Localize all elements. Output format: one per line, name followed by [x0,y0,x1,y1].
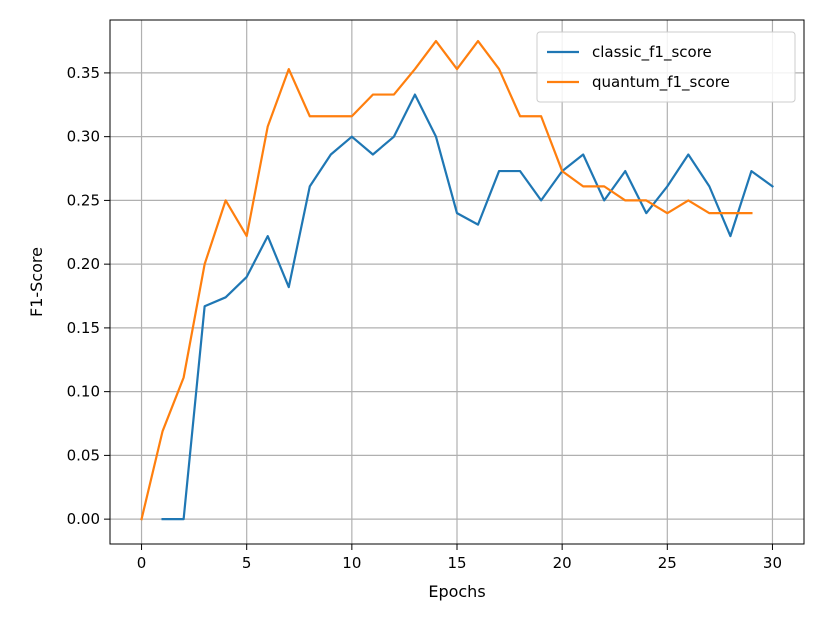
grid [110,20,804,544]
x-tick-label: 0 [137,554,147,572]
series-layer [140,39,774,521]
series-line-quantum-f1-score [140,39,753,521]
x-tick-label: 25 [658,554,677,572]
y-tick-label: 0.05 [67,446,100,464]
y-tick-label: 0.15 [67,319,100,337]
legend: classic_f1_score quantum_f1_score [536,31,796,103]
y-tick-label: 0.10 [67,383,100,401]
legend-box [536,31,796,103]
y-tick-label: 0.30 [67,128,100,146]
x-tick-label: 10 [342,554,361,572]
y-tick-label: 0.35 [67,64,100,82]
x-tick-label: 30 [763,554,782,572]
series-line-classic-f1-score [161,93,774,521]
ticks: 0 5 10 15 20 25 30 0.00 0.05 0.10 0.15 0.20 0.25 0.30… [67,64,782,572]
y-tick-label: 0.00 [67,510,100,528]
x-tick-label: 5 [242,554,252,572]
x-tick-label: 15 [447,554,466,572]
x-tick-label: 20 [553,554,572,572]
legend-label: quantum_f1_score [592,73,730,92]
y-tick-label: 0.25 [67,191,100,209]
y-axis-title: F1-Score [27,247,46,317]
y-tick-label: 0.20 [67,255,100,273]
x-axis-title: Epochs [428,582,485,601]
legend-label: classic_f1_score [592,43,712,62]
